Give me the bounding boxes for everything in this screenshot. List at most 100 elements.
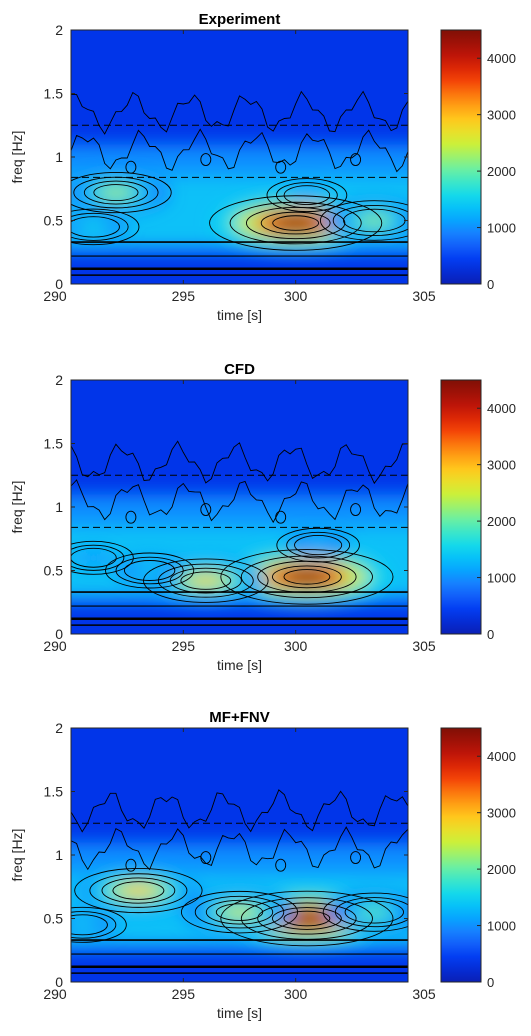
contour-0-2	[257, 902, 357, 935]
contour-upper-1	[71, 440, 408, 485]
x-tick-label: 305	[412, 986, 436, 1002]
contour-2-0	[105, 552, 195, 589]
colorbar-tick-label: 2000	[487, 164, 516, 179]
colorbar-tick-label: 4000	[487, 749, 516, 764]
contour-4-0	[266, 178, 348, 213]
hotspot-0	[282, 910, 332, 927]
contour-4-1	[276, 182, 338, 209]
contour-0-1	[240, 897, 373, 940]
contour-0-0	[220, 549, 394, 605]
y-axis-label: freq [Hz]	[9, 131, 25, 184]
contour-1-3	[93, 184, 139, 202]
contour-4-1	[71, 544, 125, 571]
hotspot-3	[358, 214, 390, 227]
hotspot-3	[306, 540, 330, 550]
x-tick-label: 300	[284, 638, 308, 654]
contour-small-0	[125, 160, 137, 174]
contour-0-1	[240, 555, 373, 599]
contour-4-0	[322, 892, 408, 932]
x-axis-label: time [s]	[217, 307, 262, 323]
colorbar-tick-label: 0	[487, 627, 494, 642]
contour-small-2	[275, 858, 287, 872]
y-tick-label: 2	[55, 720, 63, 736]
colorbar-tick-label: 0	[487, 277, 494, 292]
contour-3-0	[71, 906, 127, 943]
y-tick-label: 0	[55, 276, 63, 292]
y-tick-label: 2	[55, 22, 63, 38]
x-tick-label: 305	[412, 288, 436, 304]
heatmap-area	[71, 30, 408, 284]
contour-1-0	[74, 868, 203, 914]
contour-1-0	[71, 172, 172, 214]
colorbar-tick-label: 1000	[487, 221, 516, 236]
hotspot-4	[359, 906, 389, 918]
heatmap-area	[71, 728, 408, 982]
colorbar-tick-label: 4000	[487, 51, 516, 66]
contour-0-3	[260, 211, 331, 235]
contour-0-2	[246, 206, 346, 240]
x-tick-label: 295	[172, 986, 196, 1002]
x-axis-label: time [s]	[217, 657, 262, 673]
colorbar-tick-label: 4000	[487, 401, 516, 416]
contour-0-4	[283, 569, 331, 585]
heatmap-area	[71, 380, 408, 634]
contour-2-0	[180, 890, 299, 934]
contour-small-3	[350, 503, 362, 516]
hotspot-1	[188, 574, 224, 587]
contour-lines	[71, 440, 408, 605]
colorbar-tick-label: 3000	[487, 108, 516, 123]
contour-1-1	[89, 873, 188, 908]
x-tick-label: 290	[43, 986, 67, 1002]
colorbar	[440, 29, 482, 285]
contour-upper-0	[71, 128, 408, 173]
colorbar-tick-label: 0	[487, 975, 494, 990]
x-tick-label: 300	[284, 986, 308, 1002]
x-tick-label: 295	[172, 288, 196, 304]
hotspot-4	[82, 553, 105, 563]
chart-title: Experiment	[199, 11, 281, 28]
low-freq-stripes	[71, 239, 408, 278]
panel-1: CFD 290 295 300 305 0 0.5 1 1.5 2 time [s] freq [Hz…	[9, 361, 516, 673]
contour-3-1	[286, 531, 351, 559]
colorbar-tick-label: 1000	[487, 571, 516, 586]
hotspot-0	[282, 569, 332, 585]
contour-0-0	[209, 195, 383, 251]
contour-small-2	[275, 510, 287, 524]
y-tick-label: 1	[55, 499, 63, 515]
colorbar-tick-label: 1000	[487, 919, 516, 934]
hotspot-1	[100, 186, 132, 199]
contour-1-3	[180, 571, 232, 590]
contour-2-1	[115, 556, 184, 585]
contour-2-2	[71, 216, 120, 238]
contour-1-1	[157, 563, 254, 598]
contour-0-4	[272, 215, 320, 231]
contour-small-3	[350, 851, 362, 864]
colorbar-tick-label: 2000	[487, 862, 516, 877]
y-tick-label: 1.5	[44, 86, 64, 102]
contour-small-1	[200, 153, 212, 166]
x-tick-label: 305	[412, 638, 436, 654]
y-tick-label: 1	[55, 847, 63, 863]
contour-0-3	[272, 565, 342, 589]
contour-3-1	[332, 204, 408, 237]
hotspot-1	[120, 884, 157, 897]
x-tick-label: 300	[284, 288, 308, 304]
hotspot-2	[80, 221, 107, 232]
contour-lines	[71, 90, 408, 251]
y-tick-label: 0	[55, 626, 63, 642]
contour-small-1	[200, 503, 212, 516]
hotspots	[71, 173, 408, 250]
y-tick-label: 1	[55, 149, 63, 165]
x-tick-label: 290	[43, 288, 67, 304]
contour-2-2	[123, 560, 176, 581]
y-tick-label: 2	[55, 372, 63, 388]
contour-upper-1	[71, 789, 408, 833]
contour-3-2	[294, 535, 343, 556]
hotspot-2	[137, 565, 163, 576]
y-tick-label: 1.5	[44, 784, 64, 800]
contour-4-2	[71, 547, 117, 568]
contour-2-3	[215, 903, 264, 921]
colorbar-tick-label: 2000	[487, 514, 516, 529]
colorbar	[440, 379, 482, 635]
contour-upper-0	[71, 826, 408, 871]
